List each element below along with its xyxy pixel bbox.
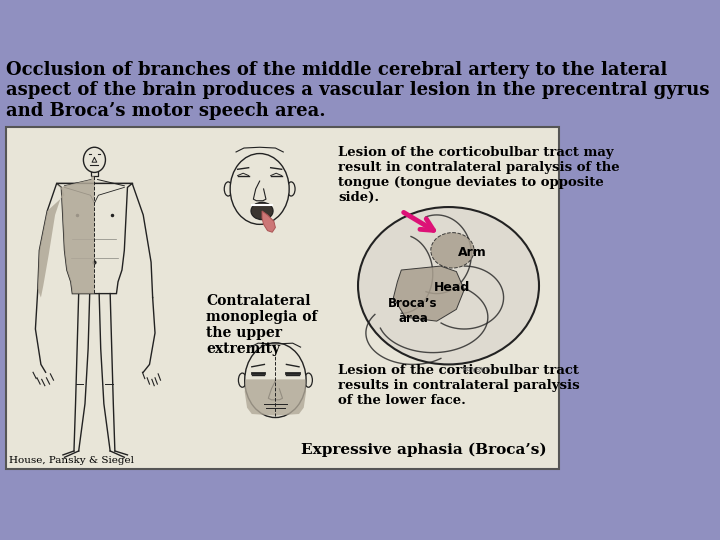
- Text: Lesion of the corticobulbar tract
results in contralateral paralysis
of the lowe: Lesion of the corticobulbar tract result…: [338, 364, 580, 407]
- Ellipse shape: [224, 182, 232, 196]
- Ellipse shape: [287, 182, 295, 196]
- Polygon shape: [262, 211, 276, 232]
- Text: Arm: Arm: [458, 246, 487, 259]
- Text: Expressive aphasia (Broca’s): Expressive aphasia (Broca’s): [301, 443, 547, 457]
- Text: Contralateral
monoplegia of
the upper
extremity: Contralateral monoplegia of the upper ex…: [206, 294, 318, 356]
- Text: PANSKY: PANSKY: [462, 367, 490, 373]
- Polygon shape: [245, 380, 306, 416]
- Ellipse shape: [230, 153, 289, 224]
- Ellipse shape: [431, 233, 474, 268]
- Polygon shape: [61, 177, 94, 294]
- Text: Lesion of the corticobulbar tract may
result in contralateral paralysis of the
t: Lesion of the corticobulbar tract may re…: [338, 146, 620, 204]
- Polygon shape: [393, 266, 464, 321]
- Polygon shape: [37, 184, 65, 298]
- Ellipse shape: [84, 147, 105, 172]
- Bar: [6, 127, 559, 469]
- Text: Occlusion of branches of the middle cerebral artery to the lateral
aspect of the: Occlusion of branches of the middle cere…: [6, 60, 710, 120]
- Text: House, Pansky & Siegel: House, Pansky & Siegel: [9, 456, 135, 465]
- Polygon shape: [57, 184, 132, 294]
- Text: Head: Head: [434, 281, 471, 294]
- Ellipse shape: [245, 343, 306, 417]
- Ellipse shape: [251, 202, 273, 220]
- Ellipse shape: [238, 373, 246, 387]
- Text: Broca’s
area: Broca’s area: [388, 297, 438, 325]
- Ellipse shape: [305, 373, 312, 387]
- Ellipse shape: [358, 207, 539, 364]
